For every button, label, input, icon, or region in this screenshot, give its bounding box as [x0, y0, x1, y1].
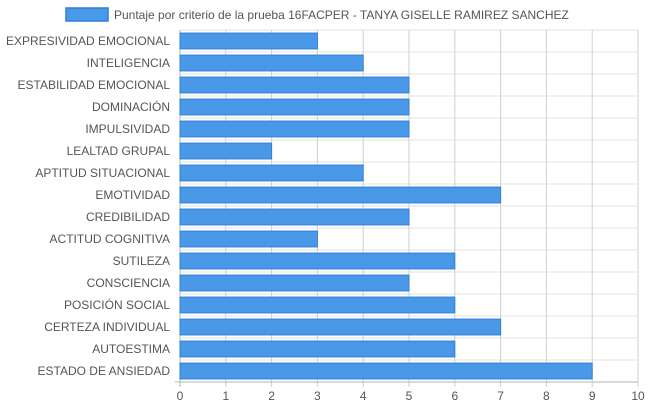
- bar[interactable]: [179, 318, 502, 336]
- category-label: SUTILEZA: [113, 254, 170, 268]
- x-tick-label: 4: [360, 389, 367, 403]
- x-tick-label: 8: [543, 389, 550, 403]
- category-label: ESTADO DE ANSIEDAD: [38, 364, 171, 378]
- category-label: CERTEZA INDIVIDUAL: [44, 320, 170, 334]
- bars: [179, 32, 593, 380]
- x-tick-label: 9: [589, 389, 596, 403]
- bar[interactable]: [179, 208, 410, 226]
- bar[interactable]: [179, 142, 273, 160]
- category-label: LEALTAD GRUPAL: [67, 144, 171, 158]
- x-tick-labels: 0 1 2 3 4 5 6 7 8 9 10: [177, 389, 645, 403]
- bar[interactable]: [179, 340, 456, 358]
- legend-label[interactable]: Puntaje por criterio de la prueba 16FACP…: [114, 8, 569, 22]
- bar[interactable]: [179, 164, 364, 182]
- category-label: IMPULSIVIDAD: [85, 122, 170, 136]
- category-label: EMOTIVIDAD: [95, 188, 170, 202]
- x-tick-label: 10: [631, 389, 645, 403]
- category-label: CREDIBILIDAD: [86, 210, 170, 224]
- category-label: ESTABILIDAD EMOCIONAL: [18, 78, 171, 92]
- legend[interactable]: Puntaje por criterio de la prueba 16FACP…: [65, 7, 569, 22]
- category-labels: EXPRESIVIDAD EMOCIONAL INTELIGENCIA ESTABI…: [6, 34, 170, 378]
- x-tick-label: 3: [314, 389, 321, 403]
- bar[interactable]: [179, 296, 456, 314]
- bar[interactable]: [179, 32, 318, 50]
- x-tick-label: 7: [497, 389, 504, 403]
- category-label: INTELIGENCIA: [87, 56, 170, 70]
- category-label: ACTITUD COGNITIVA: [50, 232, 170, 246]
- x-tick-label: 1: [222, 389, 229, 403]
- bar[interactable]: [179, 120, 410, 138]
- bar[interactable]: [179, 186, 502, 204]
- category-label: APTITUD SITUACIONAL: [35, 166, 170, 180]
- category-label: CONSCIENCIA: [87, 276, 170, 290]
- x-tick-label: 2: [268, 389, 275, 403]
- category-label: AUTOESTIMA: [92, 342, 170, 356]
- legend-swatch[interactable]: [65, 7, 109, 22]
- bar[interactable]: [179, 230, 318, 248]
- bar[interactable]: [179, 274, 410, 292]
- bar[interactable]: [179, 362, 593, 380]
- bar[interactable]: [179, 54, 364, 72]
- bar[interactable]: [179, 98, 410, 116]
- bar[interactable]: [179, 252, 456, 270]
- category-label: POSICIÓN SOCIAL: [64, 297, 170, 312]
- x-tick-label: 0: [177, 389, 184, 403]
- bar[interactable]: [179, 76, 410, 94]
- category-label: EXPRESIVIDAD EMOCIONAL: [6, 34, 170, 48]
- category-label: DOMINACIÓN: [92, 99, 170, 114]
- x-tick-label: 6: [451, 389, 458, 403]
- x-tick-label: 5: [406, 389, 413, 403]
